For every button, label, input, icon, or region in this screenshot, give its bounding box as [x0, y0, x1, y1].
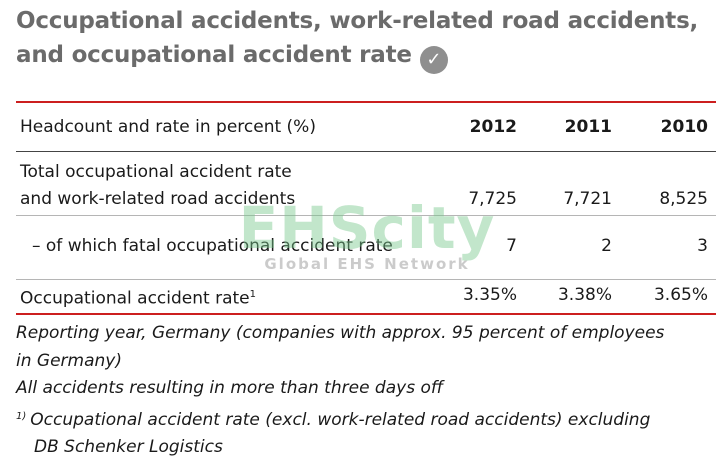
table-bottom-rule	[16, 313, 716, 315]
note-reporting-line-2: in Germany)	[16, 350, 122, 371]
footnote-line-2: DB Schenker Logistics	[34, 437, 223, 457]
row-3-value-2010: 3.65%	[653, 285, 708, 305]
page-title: Occupational accidents, work-related roa…	[16, 4, 716, 74]
header-year-2012: 2012	[469, 117, 517, 137]
table-notes: Reporting year, Germany (companies with …	[16, 320, 716, 462]
note-reporting-line-1: Reporting year, Germany (companies with …	[16, 323, 665, 343]
header-year-2011: 2011	[564, 117, 612, 137]
row-2-label: – of which fatal occupational accident r…	[32, 236, 393, 256]
row-3-value-2012: 3.35%	[462, 285, 517, 305]
row-2-value-2011: 2	[601, 236, 612, 256]
row-1-value-2011: 7,721	[563, 189, 612, 209]
row-2-bottom-rule	[16, 279, 716, 280]
row-3-label-sup: 1	[249, 289, 256, 300]
row-1-value-2010: 8,525	[659, 189, 708, 209]
table-top-rule	[16, 101, 716, 103]
header-label: Headcount and rate in percent (%)	[20, 117, 316, 137]
header-year-2010: 2010	[660, 117, 708, 137]
footnote-marker: 1)	[16, 410, 27, 422]
header-bottom-rule	[16, 151, 716, 152]
row-3-label: Occupational accident rate1	[20, 281, 256, 313]
check-circle-icon: ✓	[419, 46, 448, 74]
row-1-label-line-2: and work-related road accidents	[20, 189, 296, 209]
title-line-2: and occupational accident rate ✓	[16, 38, 716, 74]
title-line-1: Occupational accidents, work-related roa…	[16, 8, 699, 34]
footnote-line-1: 1) Occupational accident rate (excl. work…	[16, 403, 716, 435]
title-line-2-text: and occupational accident rate	[16, 42, 412, 68]
row-1-value-2012: 7,725	[468, 189, 517, 209]
note-accidents-line: All accidents resulting in more than thr…	[16, 378, 444, 398]
row-3-label-text: Occupational accident rate	[20, 288, 250, 309]
row-2-value-2010: 3	[697, 236, 708, 256]
row-3-value-2011: 3.38%	[557, 285, 612, 305]
row-1-bottom-rule	[16, 215, 716, 216]
row-1-label-line-1: Total occupational accident rate	[20, 162, 292, 182]
row-2-value-2012: 7	[506, 236, 517, 256]
footnote-line-1-text: Occupational accident rate (excl. work-r…	[30, 409, 651, 430]
